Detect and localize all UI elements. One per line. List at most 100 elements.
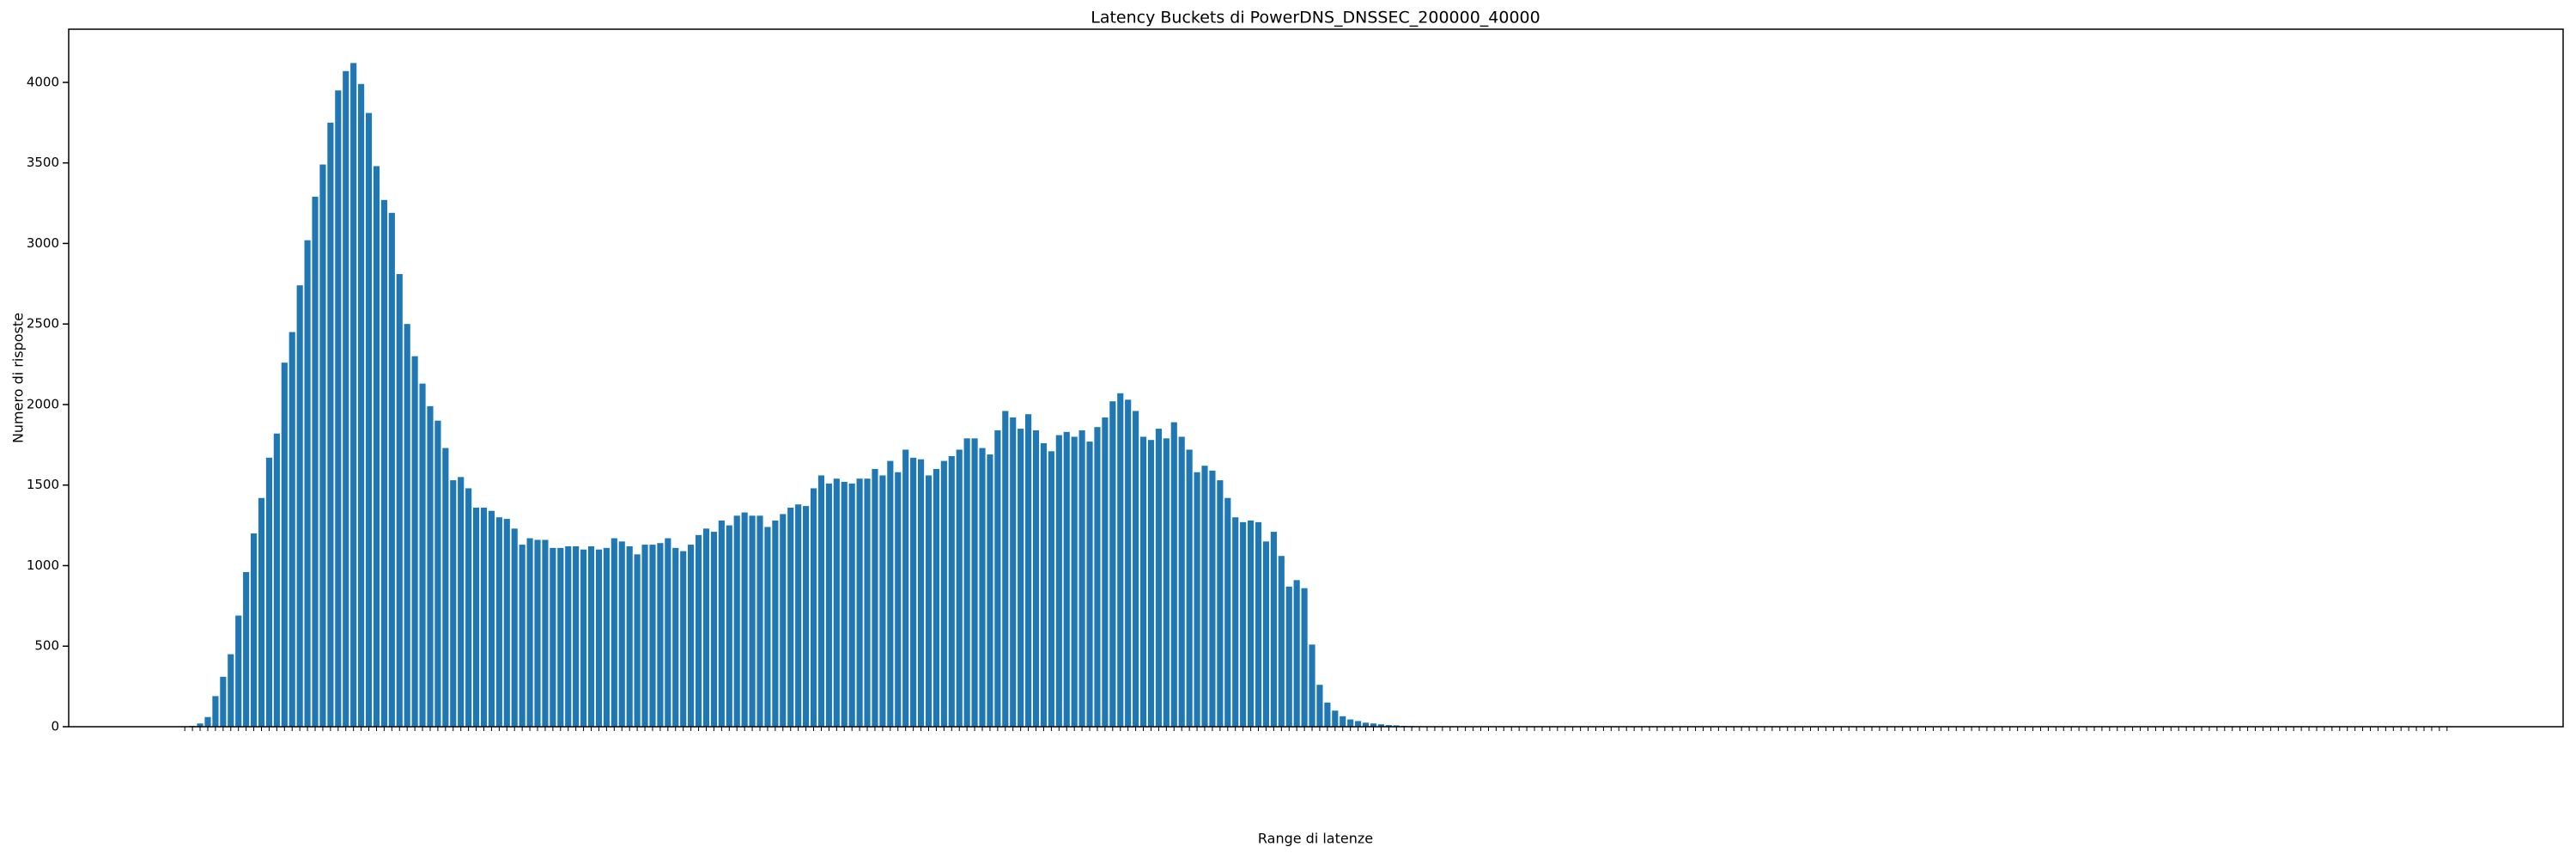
bar bbox=[848, 483, 855, 727]
bar bbox=[925, 475, 933, 727]
bar bbox=[1178, 436, 1185, 727]
bar bbox=[365, 113, 373, 727]
bar bbox=[948, 455, 955, 727]
bar bbox=[1002, 411, 1009, 727]
bar bbox=[1362, 722, 1370, 727]
bar bbox=[695, 534, 702, 727]
bar bbox=[1293, 580, 1300, 727]
bar bbox=[803, 506, 810, 727]
bar bbox=[1393, 725, 1400, 727]
bar bbox=[273, 433, 280, 727]
bar bbox=[480, 507, 488, 727]
bar bbox=[1324, 702, 1331, 727]
bar bbox=[917, 459, 925, 727]
bar bbox=[940, 460, 947, 727]
bar bbox=[1125, 399, 1132, 727]
bar bbox=[212, 696, 219, 727]
bar bbox=[557, 547, 564, 727]
bar bbox=[987, 454, 993, 727]
bar bbox=[726, 525, 732, 727]
bar bbox=[1102, 417, 1109, 727]
y-tick-label: 2000 bbox=[27, 396, 59, 411]
bar bbox=[1270, 532, 1277, 727]
bar bbox=[1086, 442, 1093, 727]
bar bbox=[565, 545, 572, 727]
bar bbox=[442, 448, 449, 727]
bar bbox=[1248, 520, 1255, 727]
bar bbox=[458, 477, 465, 727]
y-tick-label: 0 bbox=[51, 719, 59, 734]
bar bbox=[764, 527, 771, 727]
bar bbox=[358, 83, 365, 727]
bar bbox=[665, 538, 671, 727]
bar bbox=[388, 212, 395, 728]
bar bbox=[1355, 721, 1362, 727]
bar bbox=[380, 199, 387, 728]
bar bbox=[1071, 436, 1078, 727]
bar bbox=[1385, 725, 1392, 727]
bar bbox=[1155, 429, 1162, 727]
bar bbox=[1139, 436, 1147, 727]
bar bbox=[864, 478, 871, 727]
bar bbox=[228, 654, 234, 727]
bar bbox=[649, 545, 656, 727]
bar bbox=[587, 545, 595, 727]
bar bbox=[702, 528, 710, 727]
bar bbox=[434, 420, 441, 727]
bar bbox=[327, 122, 334, 728]
bar bbox=[350, 63, 357, 728]
bar bbox=[979, 448, 986, 727]
bar bbox=[1255, 521, 1262, 727]
bar bbox=[895, 472, 902, 727]
bar bbox=[1094, 427, 1101, 727]
bar bbox=[1032, 430, 1040, 727]
bar bbox=[817, 475, 825, 727]
bar bbox=[573, 545, 580, 727]
y-tick-label: 4000 bbox=[27, 74, 59, 89]
bar bbox=[204, 716, 211, 727]
bar bbox=[404, 324, 410, 727]
bar bbox=[243, 571, 250, 727]
bar bbox=[1217, 480, 1224, 727]
bar bbox=[626, 545, 633, 727]
bar bbox=[641, 545, 648, 727]
bar bbox=[580, 549, 587, 727]
bar bbox=[657, 543, 664, 727]
bar bbox=[603, 547, 610, 727]
bar bbox=[971, 438, 978, 727]
bar bbox=[1194, 472, 1200, 727]
bar bbox=[1040, 442, 1048, 727]
bar bbox=[281, 362, 288, 727]
bar bbox=[220, 676, 227, 727]
bar bbox=[472, 507, 480, 727]
bar bbox=[1078, 430, 1085, 727]
bar bbox=[887, 460, 894, 727]
bar bbox=[1025, 414, 1032, 727]
bar bbox=[841, 481, 848, 727]
bar bbox=[825, 483, 832, 727]
bar bbox=[1232, 517, 1239, 727]
y-axis-label: Numero di risposte bbox=[10, 313, 27, 443]
bar bbox=[335, 90, 342, 727]
bar bbox=[956, 449, 963, 727]
bar bbox=[595, 549, 603, 727]
bar bbox=[1109, 401, 1116, 727]
y-tick-label: 1000 bbox=[27, 557, 59, 573]
bar bbox=[1340, 716, 1346, 727]
bar bbox=[618, 541, 625, 727]
bar bbox=[733, 515, 740, 727]
bar bbox=[1262, 541, 1270, 727]
bar bbox=[833, 478, 840, 727]
bar bbox=[235, 615, 242, 727]
bar bbox=[1285, 586, 1292, 727]
bar bbox=[910, 457, 917, 727]
bar bbox=[503, 519, 510, 727]
bar bbox=[1278, 556, 1285, 727]
bar bbox=[1240, 521, 1247, 727]
y-tick-label: 3500 bbox=[27, 155, 59, 170]
bar bbox=[772, 520, 779, 727]
bar bbox=[1147, 440, 1155, 727]
bar bbox=[741, 512, 748, 727]
bar bbox=[1301, 588, 1308, 727]
bar bbox=[872, 468, 878, 727]
